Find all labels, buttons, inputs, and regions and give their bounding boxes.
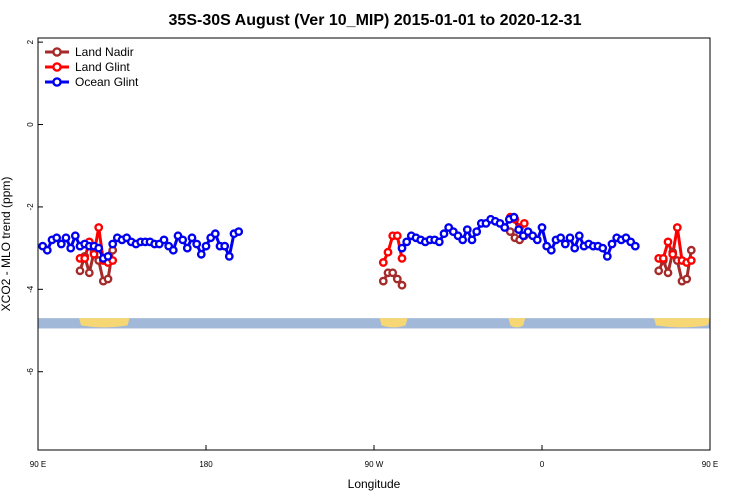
data-point-3-2-35 [556,233,566,243]
y-tick-label: -4 [26,285,35,293]
data-point-2-1-4 [89,249,99,259]
x-tick-label: 90 E [702,460,718,469]
data-point-3-2-39 [574,231,584,241]
data-point-3-1-32 [182,243,192,253]
x-tick-label: 90 E [30,460,46,469]
data-point-3-2-44 [598,243,608,253]
data-point-1-4-3 [663,268,673,278]
data-point-3-2-14 [458,235,468,245]
data-point-3-1-43 [234,227,244,237]
data-point-3-1-34 [192,239,202,249]
data-point-3-1-33 [187,233,197,243]
data-point-3-2-38 [570,243,580,253]
data-point-3-1-27 [159,235,169,245]
data-point-3-2-36 [560,239,570,249]
legend-entry-label: Land Glint [75,60,130,74]
data-point-2-2-5 [397,253,407,263]
data-point-1-2-4 [392,274,402,284]
chart-title: 35S-30S August (Ver 10_MIP) 2015-01-01 t… [169,12,582,29]
land-patch-4 [654,318,710,328]
data-point-1-1-1 [75,266,85,276]
data-point-1-1-3 [84,268,94,278]
x-axis-label: Longitude [348,477,401,491]
data-point-2-4-8 [686,256,696,265]
data-point-3-2-33 [546,245,556,255]
ocean-band [38,318,710,329]
data-point-2-2-4 [392,231,402,241]
data-point-1-4-7 [682,274,692,284]
data-point-3-1-40 [220,241,230,251]
data-point-3-1-13 [94,243,104,253]
data-point-3-2-23 [500,223,510,232]
data-point-3-2-15 [462,225,472,235]
data-point-3-1-36 [201,241,211,251]
data-point-2-3-4 [519,218,529,228]
data-point-2-4-3 [663,237,673,247]
data-point-3-2-16 [467,235,477,245]
data-point-2-4-2 [658,253,668,263]
legend-swatch-marker-2 [52,62,62,72]
data-point-3-2-46 [607,239,617,249]
x-tick-label: 90 W [365,460,384,469]
data-point-3-2-31 [537,223,547,232]
legend-swatch-marker-3 [52,77,62,87]
data-point-3-1-5 [56,239,66,249]
data-point-1-1-7 [103,274,113,284]
data-point-3-2-10 [439,229,449,239]
data-point-1-2-5 [397,280,407,290]
data-point-3-1-2 [42,245,52,255]
legend-swatch-marker-1 [52,47,62,57]
y-tick-label: -6 [26,368,35,376]
data-point-3-1-38 [210,229,220,239]
data-point-2-2-1 [378,258,388,267]
data-point-3-2-17 [472,227,482,237]
data-point-3-2-26 [514,225,524,235]
y-axis: 2 0 -2 -4 -6 [26,39,43,375]
data-point-1-2-3 [388,268,398,278]
data-point-3-2-37 [565,233,575,243]
data-point-3-2-2 [402,237,412,247]
series-layer [38,212,696,290]
data-point-2-1-2 [80,253,90,263]
land-patch-1 [79,318,130,328]
data-point-3-1-41 [224,251,234,261]
data-point-3-2-45 [602,251,612,261]
legend-entry-label: Land Nadir [75,45,134,59]
y-tick-label: 2 [26,39,35,44]
data-point-3-1-31 [178,235,188,245]
land-patch-3 [508,318,526,328]
y-tick-label: 0 [26,122,35,127]
data-point-1-4-8 [686,245,696,255]
data-point-3-1-29 [168,245,178,255]
data-point-2-2-2 [383,247,393,257]
y-tick-label: -2 [26,203,35,211]
data-point-2-4-5 [672,223,682,232]
data-point-3-2-30 [532,235,542,245]
data-point-2-1-5 [94,223,104,232]
data-point-1-3-1 [505,227,515,237]
x-axis: 90 E 180 90 W 0 90 E [30,445,718,469]
data-point-3-1-8 [70,231,80,241]
x-tick-label: 180 [199,460,213,469]
y-axis-label: XCO2 - MLO trend (ppm) [0,177,13,312]
data-point-3-1-16 [108,239,118,249]
data-point-3-1-4 [52,233,62,243]
legend-entry-label: Ocean Glint [75,75,139,89]
data-point-3-2-9 [434,237,444,247]
data-point-1-2-1 [378,276,388,286]
data-point-3-2-1 [397,243,407,253]
data-point-3-1-7 [66,243,76,253]
data-point-3-2-25 [509,212,519,222]
land-ocean-strip [38,318,710,329]
data-point-2-4-4 [668,249,678,259]
x-tick-label: 0 [540,460,545,469]
data-point-1-4-1 [654,266,664,276]
data-point-3-1-35 [196,249,206,259]
data-point-3-1-15 [103,251,113,261]
land-patch-2 [379,318,408,328]
data-point-3-1-6 [61,233,71,243]
data-point-3-2-51 [630,241,640,251]
